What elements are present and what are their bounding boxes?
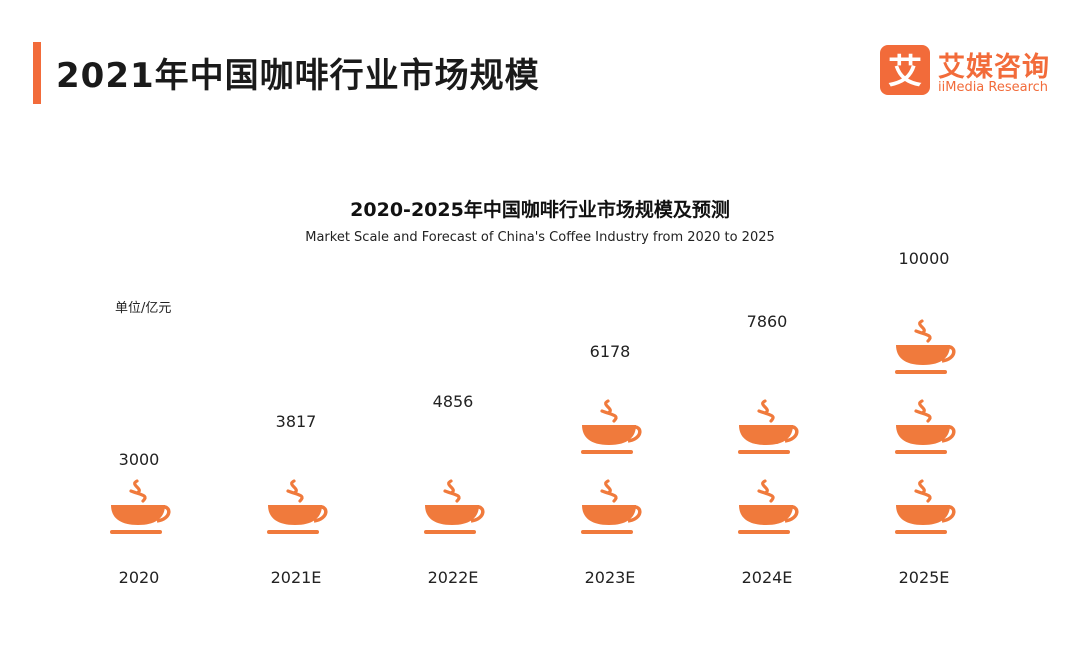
- logo-mark-glyph: 艾: [888, 52, 922, 92]
- value-label: 3817: [276, 412, 317, 431]
- value-label: 6178: [590, 342, 631, 361]
- logo-text-cn: 艾媒咨询: [938, 52, 1050, 83]
- bar-2021E: 3817 2021E: [267, 412, 328, 587]
- cup-mark: [895, 399, 956, 454]
- cup-mark: [424, 479, 485, 534]
- bar-2023E: 6178 2023E: [581, 342, 642, 587]
- chart-title: 2020-2025年中国咖啡行业市场规模及预测: [350, 199, 730, 221]
- chart-subtitle: Market Scale and Forecast of China's Cof…: [305, 230, 775, 245]
- bar-2022E: 4856 2022E: [424, 392, 485, 587]
- brand-logo: 艾 艾媒咨询 iiMedia Research: [880, 45, 1060, 99]
- cup-mark: [738, 479, 799, 534]
- bar-2020: 3000 2020: [110, 450, 171, 587]
- value-label: 3000: [119, 450, 160, 469]
- bar-2024E: 7860 2024E: [738, 312, 799, 587]
- cup-mark: [581, 399, 642, 454]
- unit-label: 单位/亿元: [115, 301, 172, 316]
- category-label: 2023E: [585, 568, 636, 587]
- value-label: 4856: [433, 392, 474, 411]
- value-label: 7860: [747, 312, 788, 331]
- value-label: 10000: [899, 249, 950, 268]
- cup-mark: [895, 479, 956, 534]
- logo-text-en: iiMedia Research: [938, 80, 1049, 95]
- category-label: 2022E: [428, 568, 479, 587]
- page-title: 2021年中国咖啡行业市场规模: [56, 56, 540, 96]
- bar-2025E: 10000 2025E: [895, 249, 956, 587]
- category-label: 2024E: [742, 568, 793, 587]
- cup-mark: [738, 399, 799, 454]
- cup-mark: [110, 479, 171, 534]
- category-label: 2020: [119, 568, 160, 587]
- cup-mark: [581, 479, 642, 534]
- category-label: 2025E: [899, 568, 950, 587]
- logo-mark-icon: 艾: [880, 45, 930, 95]
- category-label: 2021E: [271, 568, 322, 587]
- cup-mark: [267, 479, 328, 534]
- cup-mark: [895, 319, 956, 374]
- title-accent-bar: [33, 42, 41, 104]
